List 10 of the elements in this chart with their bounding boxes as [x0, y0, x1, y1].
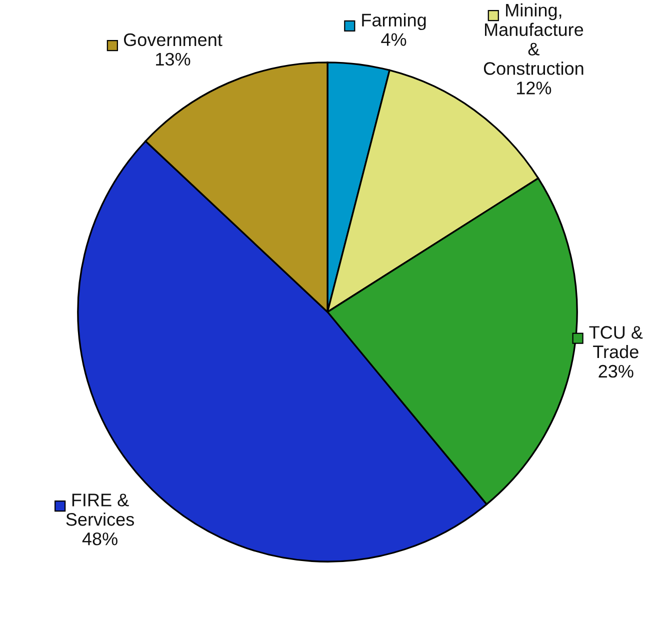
- data-label: 4%: [381, 33, 406, 46]
- legend-label: FIRE & Services: [66, 494, 134, 526]
- legend-label: TCU & Trade: [589, 326, 643, 358]
- data-label: 13%: [156, 52, 190, 66]
- data-label: 12%: [517, 82, 552, 94]
- data-label: 23%: [598, 364, 634, 378]
- legend-label: Farming: [362, 13, 426, 30]
- data-label: 48%: [82, 532, 118, 546]
- legend-label: Mining, Manufacture & Construction: [484, 3, 584, 75]
- legend-label: Government: [124, 33, 222, 46]
